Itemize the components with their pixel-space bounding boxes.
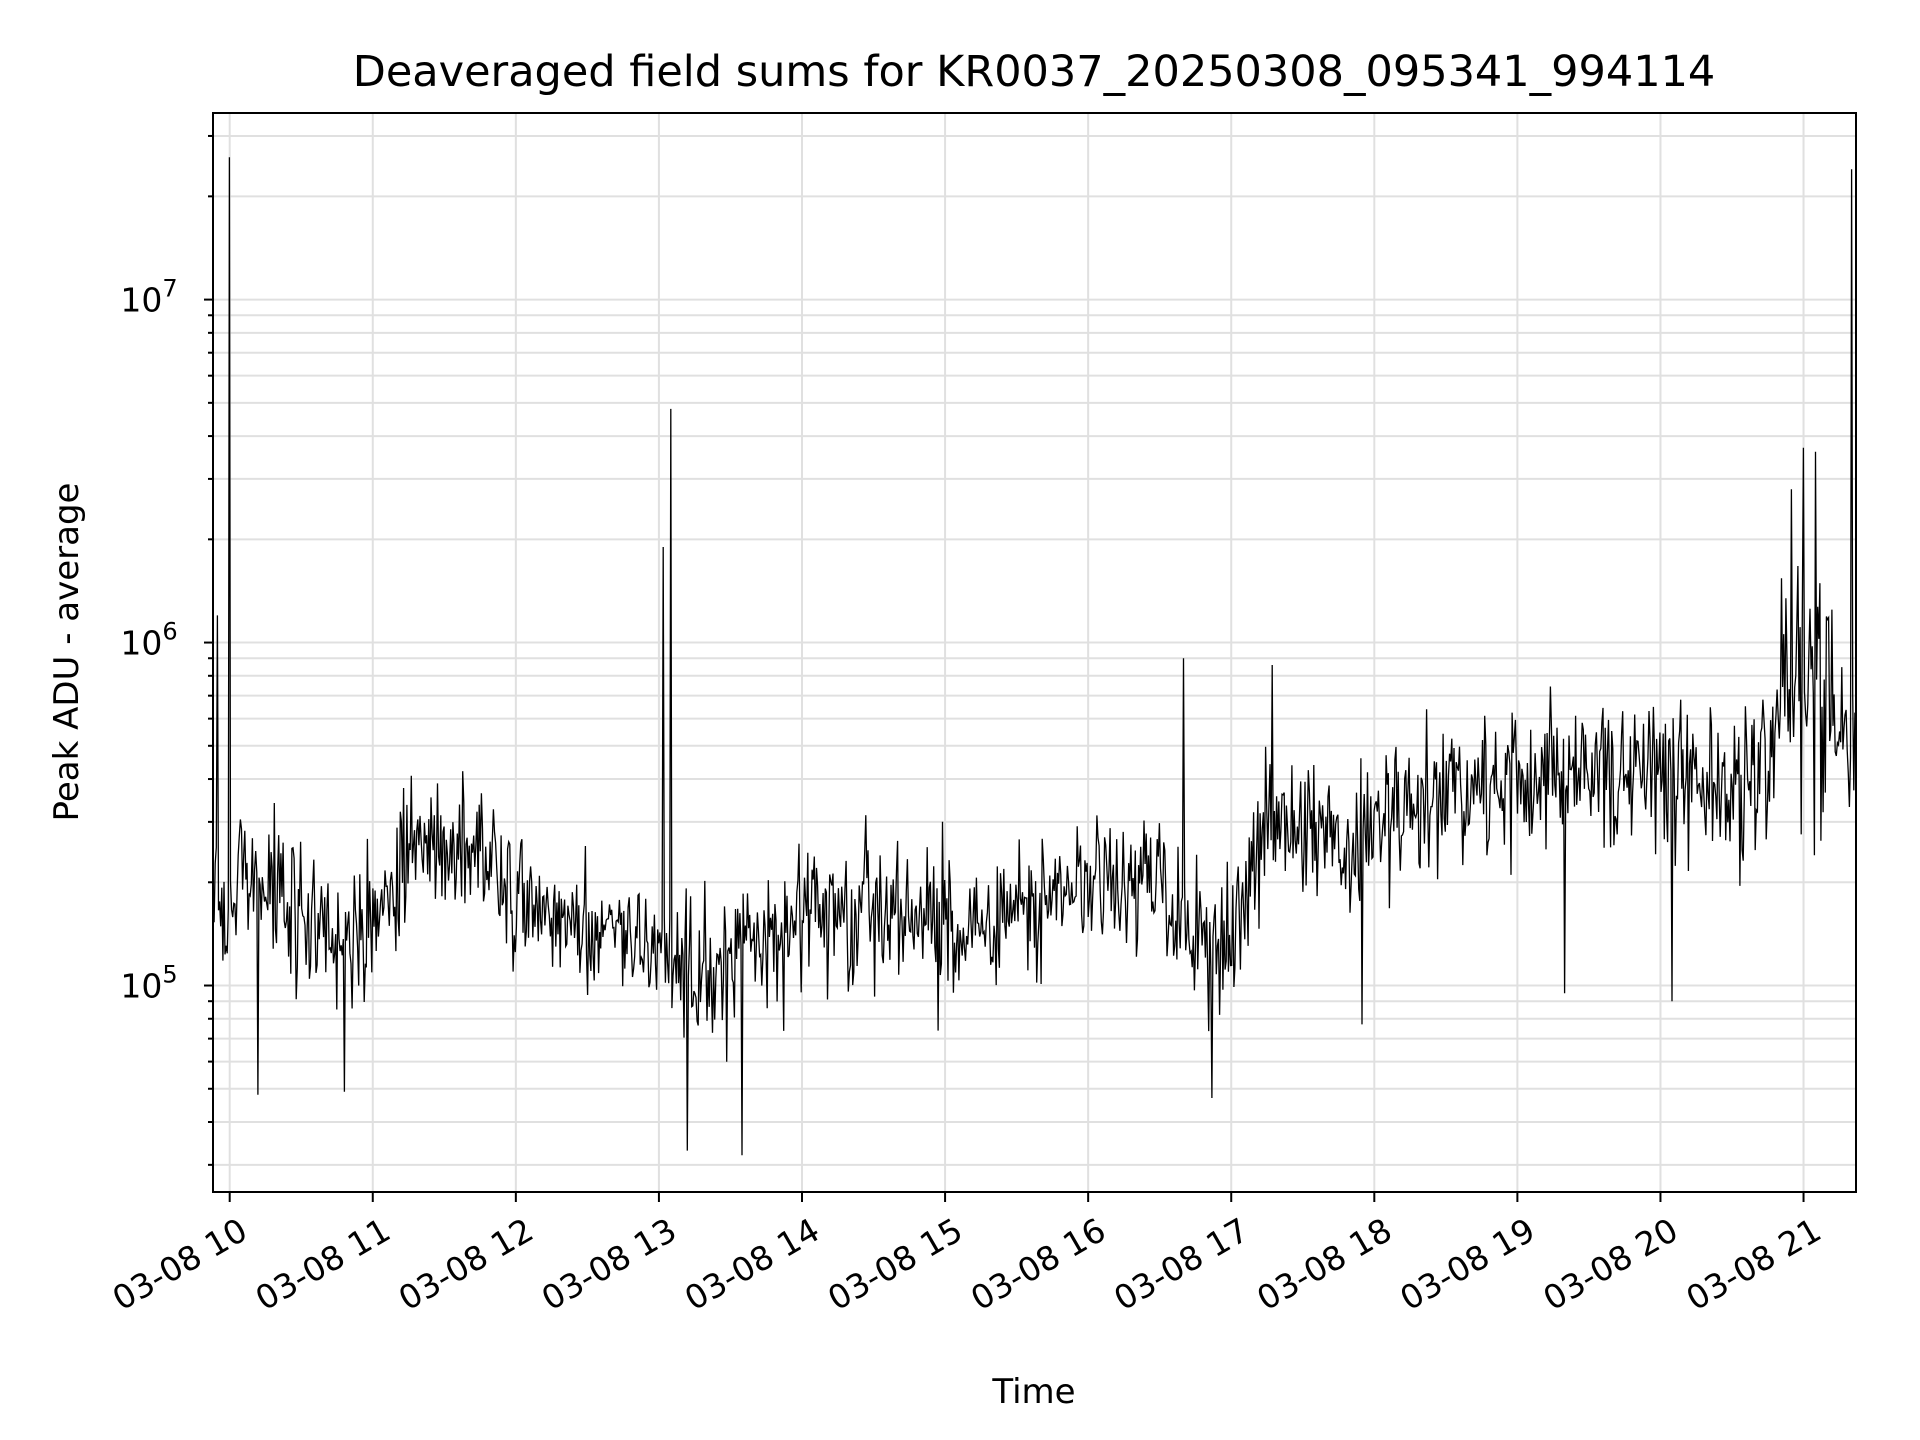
series-line <box>213 157 1856 1156</box>
y-tick-label: 107 <box>120 275 177 320</box>
series-layer <box>213 157 1856 1156</box>
y-axis-title: Peak ADU - average <box>47 483 87 822</box>
y-tick-label: 105 <box>120 961 177 1006</box>
grid <box>213 113 1856 1192</box>
plot-frame <box>212 112 1857 1193</box>
chart-title: Deaveraged field sums for KR0037_2025030… <box>353 47 1716 97</box>
x-axis-title: Time <box>991 1372 1075 1412</box>
y-tick-label: 106 <box>120 618 177 663</box>
